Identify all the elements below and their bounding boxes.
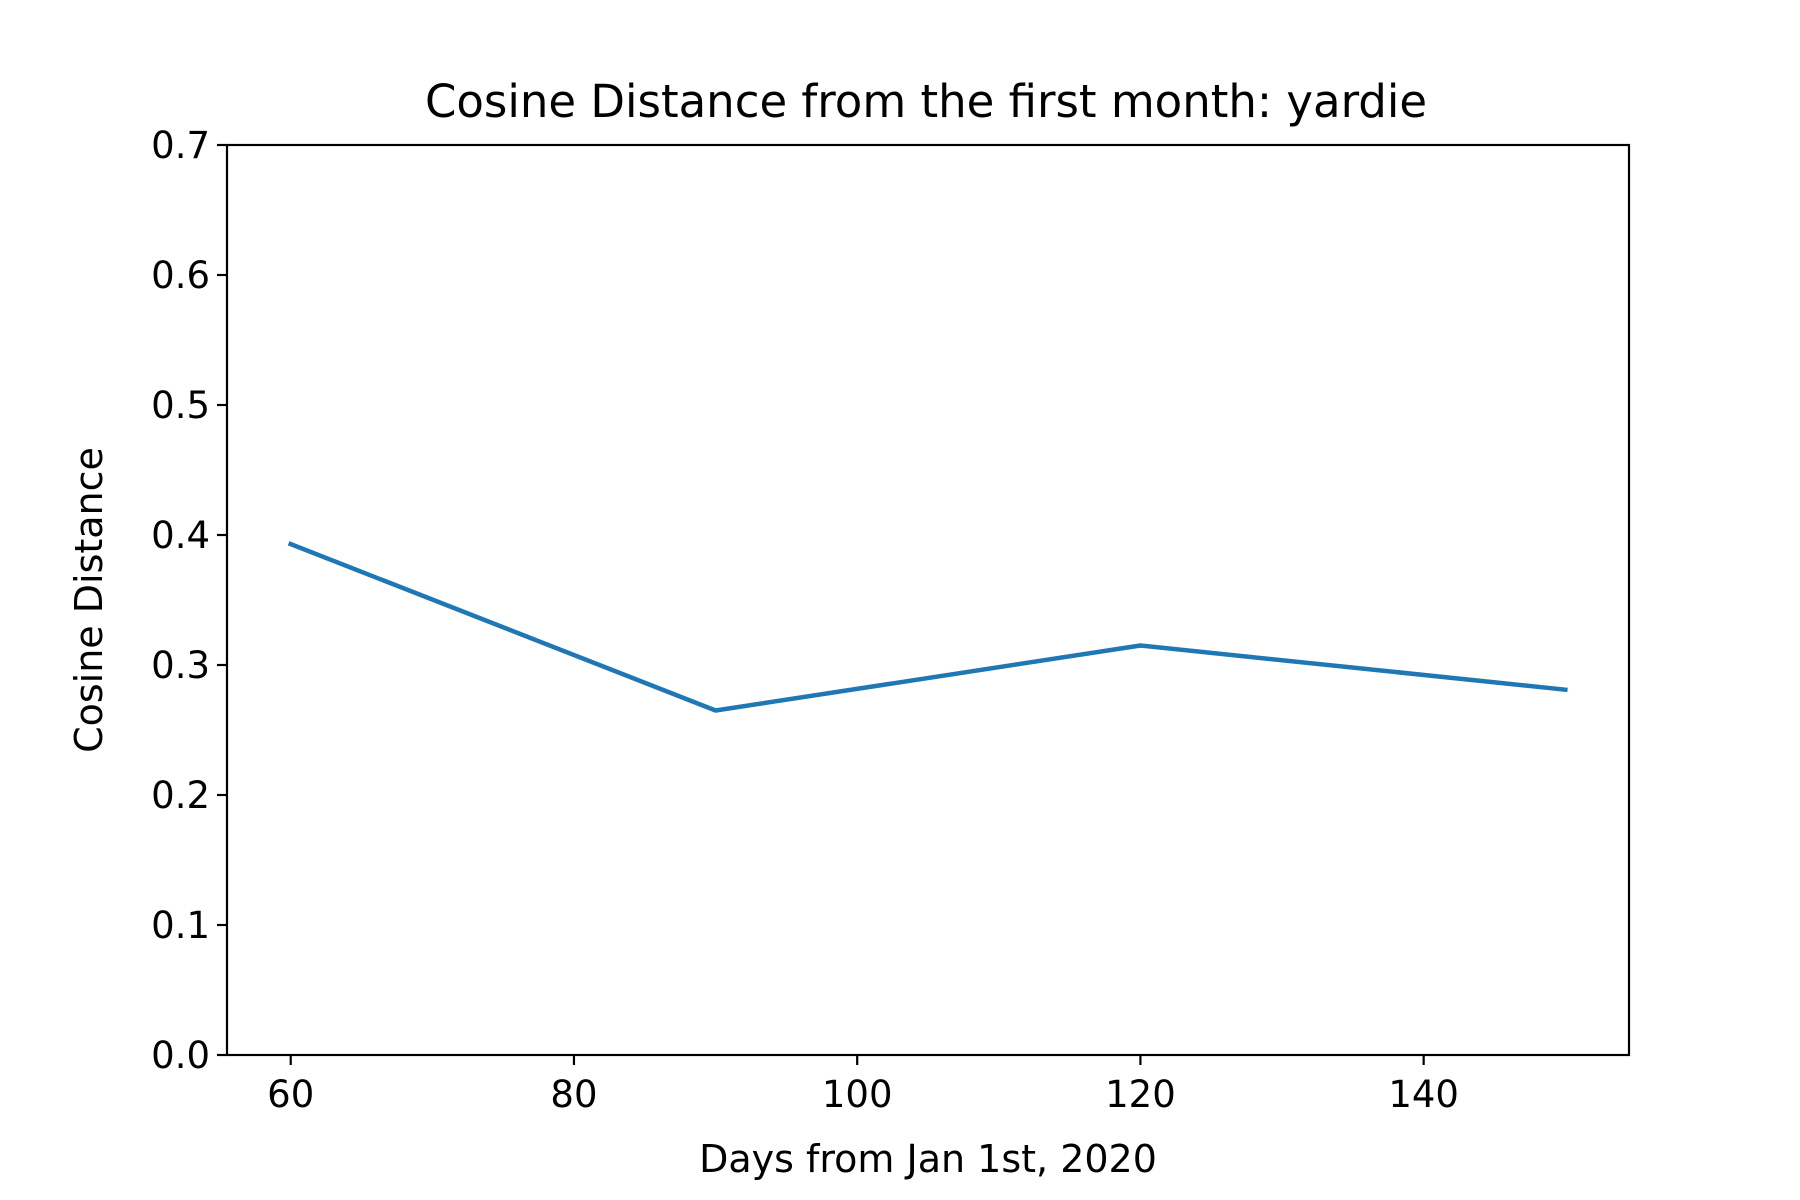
plot-area bbox=[225, 143, 1631, 1057]
y-tick-label: 0.7 bbox=[151, 124, 210, 167]
series-layer bbox=[287, 541, 1568, 713]
x-tick-label: 60 bbox=[267, 1073, 314, 1116]
y-axis-label: Cosine Distance bbox=[67, 447, 111, 753]
x-tick-label: 80 bbox=[550, 1073, 597, 1116]
y-axis: 0.0 0.1 0.2 0.3 0.4 0.5 0.6 0.7 bbox=[151, 124, 227, 1077]
x-axis-label: Days from Jan 1st, 2020 bbox=[699, 1137, 1157, 1181]
chart-title: Cosine Distance from the first month: ya… bbox=[425, 75, 1427, 128]
y-tick-label: 0.2 bbox=[151, 774, 210, 817]
y-tick-label: 0.4 bbox=[151, 514, 210, 557]
x-axis: 60 80 100 120 140 bbox=[267, 1055, 1459, 1116]
x-tick-label: 140 bbox=[1388, 1073, 1459, 1116]
y-tick-label: 0.6 bbox=[151, 254, 210, 297]
y-tick-label: 0.0 bbox=[151, 1034, 210, 1077]
y-tick-label: 0.5 bbox=[151, 384, 210, 427]
series-line bbox=[287, 541, 1568, 713]
y-tick-label: 0.3 bbox=[151, 644, 210, 687]
plot-frame bbox=[225, 143, 1631, 1057]
x-tick-label: 120 bbox=[1105, 1073, 1176, 1116]
x-tick-label: 100 bbox=[822, 1073, 893, 1116]
y-tick-label: 0.1 bbox=[151, 904, 210, 947]
